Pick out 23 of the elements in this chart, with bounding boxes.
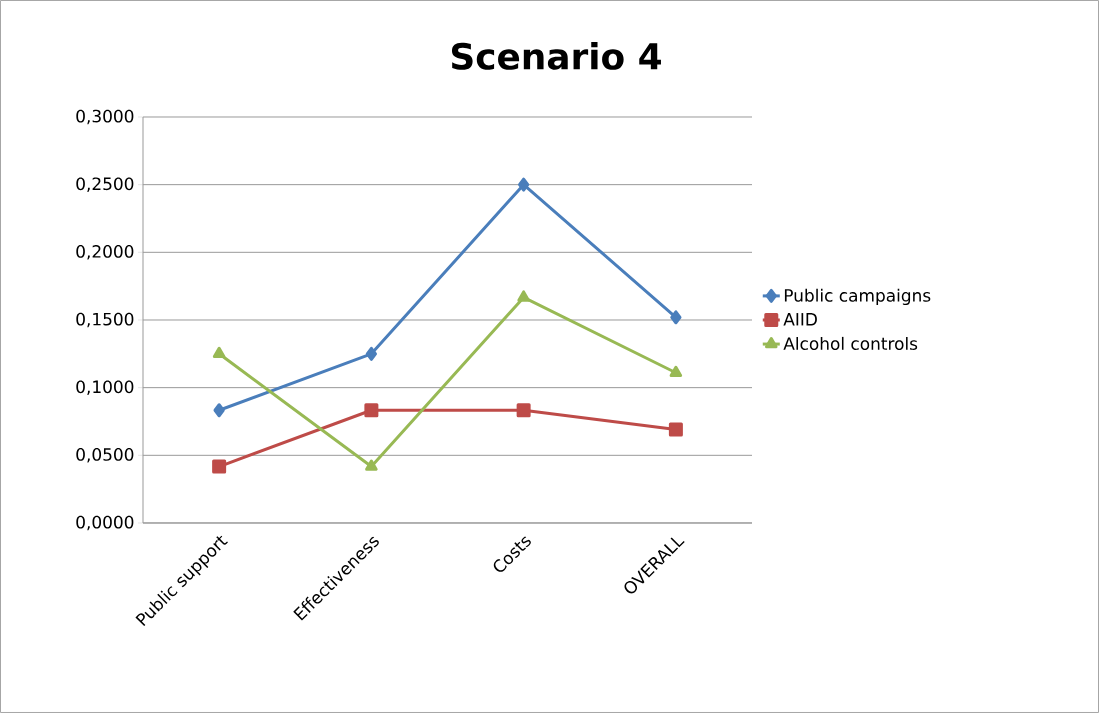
point <box>212 459 227 474</box>
point <box>516 403 531 418</box>
y-tick-label: 0,1500 <box>76 312 134 328</box>
point <box>212 346 226 359</box>
legend-label: Alcohol controls <box>783 336 918 350</box>
y-tick-label: 0,3000 <box>76 109 134 125</box>
y-tick-label: 0,0500 <box>76 448 134 463</box>
y-tick-label: 0,2000 <box>76 245 134 260</box>
legend-label: Public campaigns <box>784 288 931 306</box>
point <box>517 290 530 302</box>
point <box>518 177 530 192</box>
point <box>365 346 378 361</box>
y-tick-label: 0,1000 <box>76 380 134 395</box>
chart-title: Scenario 4 <box>451 42 661 70</box>
point <box>670 310 682 325</box>
y-tick-label: 0,2500 <box>76 177 134 192</box>
y-tick-label: 0,0000 <box>76 515 134 531</box>
legend-label: AIID <box>783 313 817 326</box>
point <box>668 422 683 437</box>
point <box>365 459 378 471</box>
point <box>213 403 225 418</box>
point <box>364 403 379 418</box>
point <box>669 365 683 378</box>
